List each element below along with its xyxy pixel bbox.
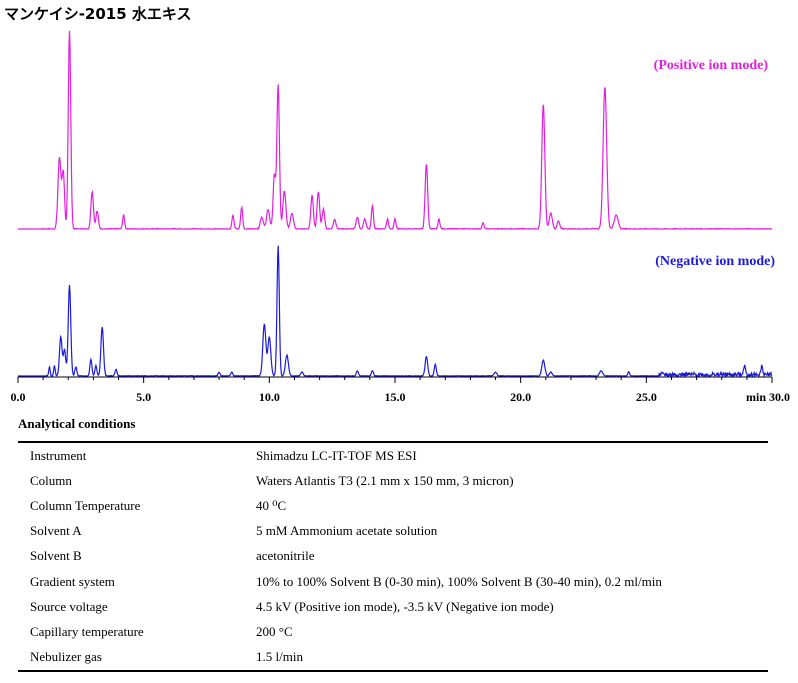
condition-row: Solvent B acetonitrile (18, 544, 768, 569)
condition-row: Capillary temperature 200 °C (18, 619, 768, 644)
condition-row: Solvent A 5 mM Ammonium acetate solution (18, 519, 768, 544)
x-tick-label: 25.0 (636, 390, 657, 404)
condition-value: 1.5 l/min (256, 649, 303, 665)
condition-label: Solvent A (30, 523, 82, 539)
condition-label: Column Temperature (30, 497, 141, 513)
condition-label: Source voltage (30, 598, 108, 614)
condition-row: Gradient system 10% to 100% Solvent B (0-… (18, 569, 768, 594)
condition-value: 10% to 100% Solvent B (0-30 min), 100% S… (256, 573, 662, 589)
condition-value: 200 °C (256, 623, 293, 639)
condition-value: 4.5 kV (Positive ion mode), -3.5 kV (Neg… (256, 598, 554, 614)
x-axis-ticks: 0.0 5.0 10.0 15.0 20.0 25.0 min 30.0 (11, 377, 790, 404)
condition-value: acetonitrile (256, 548, 315, 564)
chromatogram-chart: (Positive ion mode) (Negative ion mode) … (11, 30, 790, 404)
condition-row: Instrument Shimadzu LC-IT-TOF MS ESI (18, 442, 768, 468)
positive-ion-trace (18, 30, 773, 230)
x-tick-label: 0.0 (11, 390, 26, 404)
conditions-title: Analytical conditions (18, 416, 136, 431)
conditions-table: Instrument Shimadzu LC-IT-TOF MS ESI Colum… (18, 441, 768, 672)
condition-label: Gradient system (30, 573, 115, 589)
x-tick-label: 10.0 (259, 390, 280, 404)
condition-label: Solvent B (30, 548, 82, 564)
chart-title: マンケイシ-2015 水エキス (4, 5, 192, 23)
condition-label: Column (30, 472, 72, 488)
condition-value: Waters Atlantis T3 (2.1 mm x 150 mm, 3 m… (256, 472, 514, 488)
condition-row: Nebulizer gas 1.5 l/min (18, 645, 768, 671)
negative-mode-label: (Negative ion mode) (655, 254, 775, 269)
negative-ion-trace (18, 245, 773, 379)
condition-value: 5 mM Ammonium acetate solution (256, 523, 438, 539)
condition-value: Shimadzu LC-IT-TOF MS ESI (256, 447, 417, 463)
condition-label: Nebulizer gas (30, 649, 102, 665)
condition-row: Source voltage 4.5 kV (Positive ion mode)… (18, 594, 768, 619)
x-tick-label: 5.0 (136, 390, 151, 404)
condition-value: 40 ⁰C (256, 497, 287, 513)
x-tick-label: min 30.0 (746, 390, 790, 404)
x-tick-label: 20.0 (510, 390, 531, 404)
condition-label: Capillary temperature (30, 623, 144, 639)
positive-mode-label: (Positive ion mode) (654, 58, 769, 73)
x-tick-label: 15.0 (385, 390, 406, 404)
condition-label: Instrument (30, 447, 87, 463)
condition-row: Column Temperature 40 ⁰C (18, 493, 768, 518)
condition-row: Column Waters Atlantis T3 (2.1 mm x 150 m… (18, 468, 768, 493)
